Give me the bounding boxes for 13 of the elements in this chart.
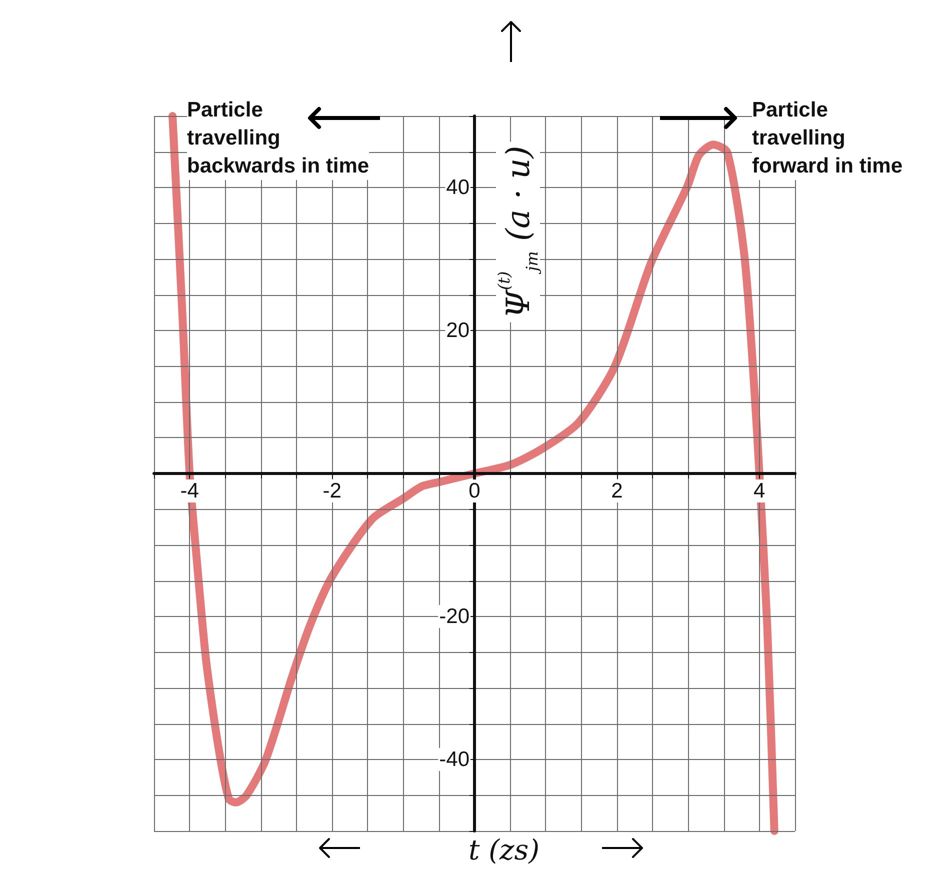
x-axis-title: t (zs) [468, 834, 540, 866]
y-tick-label: -20 [439, 605, 470, 628]
y-axis-title: Ψ(t)jm (a · u) [494, 146, 542, 318]
y-tick-label: -40 [439, 748, 470, 771]
x-tick-label: 2 [611, 480, 623, 502]
annotation: Particle travelling backwards in time [187, 98, 370, 178]
x-tick-label: 0 [468, 480, 480, 502]
y-tick-label: 20 [446, 319, 470, 342]
x-tick-label: -2 [322, 480, 342, 502]
x-tick-label: -4 [180, 480, 200, 502]
x-tick-label: 4 [754, 480, 766, 502]
y-tick-label: 40 [446, 176, 470, 199]
annotation: Particle travelling forward in time [752, 98, 903, 178]
